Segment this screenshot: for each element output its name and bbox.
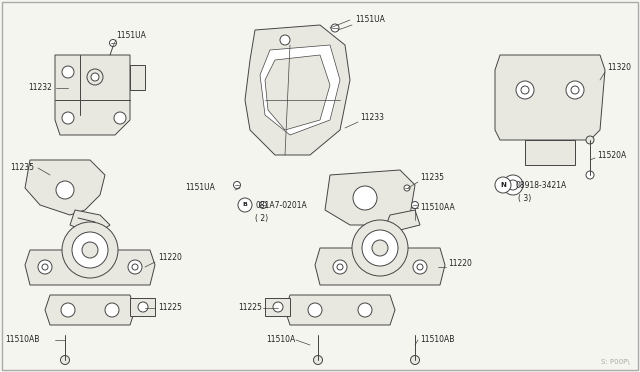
Circle shape xyxy=(353,186,377,210)
Text: ( 2): ( 2) xyxy=(255,214,268,222)
Text: 11235: 11235 xyxy=(10,164,34,173)
Circle shape xyxy=(352,220,408,276)
Circle shape xyxy=(62,66,74,78)
Circle shape xyxy=(314,356,323,365)
Text: 11220: 11220 xyxy=(158,253,182,263)
Polygon shape xyxy=(55,55,130,135)
Circle shape xyxy=(331,24,339,32)
Circle shape xyxy=(410,356,419,365)
Circle shape xyxy=(114,112,126,124)
Circle shape xyxy=(56,181,74,199)
Polygon shape xyxy=(285,295,395,325)
Circle shape xyxy=(61,303,75,317)
Text: 11225: 11225 xyxy=(158,304,182,312)
Circle shape xyxy=(62,222,118,278)
Text: 11220: 11220 xyxy=(448,259,472,267)
Circle shape xyxy=(566,81,584,99)
Polygon shape xyxy=(260,45,340,135)
Text: 081A7-0201A: 081A7-0201A xyxy=(255,201,307,209)
Polygon shape xyxy=(25,160,105,215)
Circle shape xyxy=(404,185,410,191)
Circle shape xyxy=(259,202,266,208)
Circle shape xyxy=(571,86,579,94)
Text: 11320: 11320 xyxy=(607,64,631,73)
Circle shape xyxy=(234,182,241,189)
Polygon shape xyxy=(265,298,290,316)
Polygon shape xyxy=(130,298,155,316)
Circle shape xyxy=(362,230,398,266)
Circle shape xyxy=(138,302,148,312)
Circle shape xyxy=(62,112,74,124)
Text: N: N xyxy=(500,182,506,188)
Text: 11225: 11225 xyxy=(238,304,262,312)
Text: 08918-3421A: 08918-3421A xyxy=(515,180,566,189)
Text: ( 3): ( 3) xyxy=(518,193,531,202)
Text: B: B xyxy=(243,202,248,208)
Circle shape xyxy=(521,86,529,94)
Circle shape xyxy=(91,73,99,81)
Circle shape xyxy=(516,81,534,99)
Circle shape xyxy=(87,69,103,85)
Circle shape xyxy=(337,264,343,270)
Circle shape xyxy=(586,136,594,144)
Circle shape xyxy=(280,35,290,45)
Circle shape xyxy=(412,202,419,208)
Polygon shape xyxy=(70,210,110,235)
Circle shape xyxy=(273,302,283,312)
Circle shape xyxy=(42,264,48,270)
Polygon shape xyxy=(525,140,575,165)
Text: 1151UA: 1151UA xyxy=(355,16,385,25)
Circle shape xyxy=(495,177,511,193)
Text: 11510AB: 11510AB xyxy=(5,336,40,344)
Circle shape xyxy=(128,260,142,274)
Circle shape xyxy=(238,198,252,212)
Circle shape xyxy=(508,180,518,190)
Text: 11520A: 11520A xyxy=(597,151,627,160)
Polygon shape xyxy=(130,65,145,90)
Circle shape xyxy=(586,171,594,179)
Circle shape xyxy=(503,175,523,195)
Circle shape xyxy=(38,260,52,274)
Circle shape xyxy=(417,264,423,270)
Polygon shape xyxy=(385,210,420,230)
Polygon shape xyxy=(25,250,155,285)
Text: 11510AB: 11510AB xyxy=(420,336,454,344)
Circle shape xyxy=(372,240,388,256)
Text: S: P00P\: S: P00P\ xyxy=(602,359,630,365)
Circle shape xyxy=(82,242,98,258)
Text: 11510AA: 11510AA xyxy=(420,203,455,212)
Polygon shape xyxy=(245,25,350,155)
Text: 11232: 11232 xyxy=(28,83,52,93)
Circle shape xyxy=(308,303,322,317)
Polygon shape xyxy=(315,248,445,285)
Polygon shape xyxy=(45,295,135,325)
Circle shape xyxy=(61,356,70,365)
Circle shape xyxy=(333,260,347,274)
Circle shape xyxy=(132,264,138,270)
Text: 11510A: 11510A xyxy=(266,336,295,344)
Circle shape xyxy=(72,232,108,268)
Circle shape xyxy=(109,39,116,46)
Circle shape xyxy=(413,260,427,274)
Text: 11233: 11233 xyxy=(360,113,384,122)
Text: 1151UA: 1151UA xyxy=(185,183,215,192)
Circle shape xyxy=(105,303,119,317)
Circle shape xyxy=(358,303,372,317)
Polygon shape xyxy=(265,55,330,130)
Text: 1151UA: 1151UA xyxy=(116,31,146,39)
Polygon shape xyxy=(495,55,605,140)
Polygon shape xyxy=(325,170,415,225)
Text: 11235: 11235 xyxy=(420,173,444,183)
